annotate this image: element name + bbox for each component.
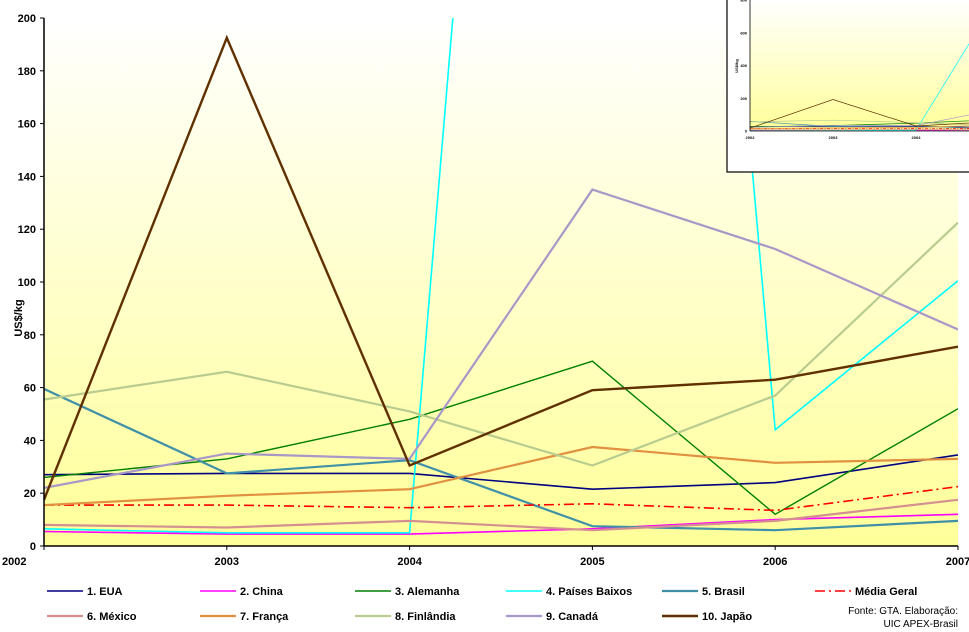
inset-series-line-6	[750, 129, 969, 131]
legend-label-8: 8. Finlândia	[395, 611, 456, 623]
inset-series-line-8	[750, 119, 969, 126]
legend-label-4: 5. Brasil	[702, 586, 745, 598]
inset-series-line-10	[750, 99, 969, 129]
y-tick-label: 120	[18, 224, 36, 236]
legend-label-7: 7. França	[240, 611, 289, 623]
legend-label-3: 4. Países Baixos	[546, 586, 632, 598]
legend-label-5: Média Geral	[855, 586, 917, 598]
x-tick-label: 2002	[2, 556, 26, 568]
series-line-6	[44, 498, 958, 532]
inset-plot-area	[750, 0, 969, 131]
inset-series-line-5	[750, 128, 969, 129]
inset-chart: 0 200 400 600 800 2002 2003 2004 US$/kg	[726, 0, 969, 173]
legend-label-6: 6. México	[87, 611, 137, 623]
inset-ticks: 0 200 400 600 800 2002 2003 2004	[740, 0, 921, 140]
y-tick-label: 180	[18, 66, 36, 78]
x-tick-label: 2003	[215, 556, 239, 568]
y-tick-label: 60	[24, 383, 36, 395]
y-axis-label: US$/kg	[13, 299, 25, 336]
y-tick-label: 100	[18, 277, 36, 289]
series-group	[44, 18, 958, 535]
inset-x-tick-label: 2002	[746, 135, 756, 140]
inset-series-line-0	[750, 126, 969, 128]
inset-series-line-7	[750, 125, 969, 129]
x-tick-label: 2005	[580, 556, 604, 568]
source-line-2: UIC APEX-Brasil	[884, 619, 958, 630]
series-line-5	[44, 485, 958, 512]
series-line-9	[44, 188, 958, 489]
series-line-2	[44, 360, 958, 516]
y-tick-label: 140	[18, 171, 36, 183]
inset-y-tick-label: 400	[740, 63, 747, 68]
legend-label-9: 9. Canadá	[546, 611, 599, 623]
y-tick-label: 200	[18, 13, 36, 25]
x-tick-label: 2004	[397, 556, 422, 568]
y-tick-label: 40	[24, 435, 36, 447]
inset-series-line-9	[750, 114, 969, 128]
inset-y-tick-label: 600	[740, 30, 747, 35]
series-line-10	[44, 34, 958, 501]
series-line-3	[44, 18, 958, 534]
source-line-1: Fonte: GTA. Elaboração:	[848, 606, 958, 617]
inset-series	[750, 43, 969, 131]
inset-y-tick-label: 0	[745, 129, 748, 134]
x-tick-label: 2006	[763, 556, 787, 568]
inset-y-tick-label: 200	[740, 96, 747, 101]
x-tick-label: 2007	[946, 556, 969, 568]
legend-label-1: 2. China	[240, 586, 284, 598]
y-tick-label: 160	[18, 119, 36, 131]
legend: 1. EUA 2. China 3. Alemanha 4. Países Baixo…	[47, 586, 917, 623]
legend-label-10: 10. Japão	[702, 611, 752, 623]
legend-label-0: 1. EUA	[87, 586, 123, 598]
y-tick-label: 0	[30, 541, 36, 553]
series-line-7	[44, 445, 958, 507]
x-ticks: 2002 2003 2004 2005 2006 2007	[2, 546, 969, 568]
inset-x-tick-label: 2004	[912, 135, 922, 140]
inset-x-tick-label: 2003	[829, 135, 839, 140]
y-ticks: 0 20 40 60 80 100 120 140 160 180 200	[18, 13, 44, 553]
y-tick-label: 20	[24, 488, 36, 500]
series-line-0	[44, 454, 958, 491]
legend-label-2: 3. Alemanha	[395, 586, 460, 598]
y-tick-label: 80	[24, 330, 36, 342]
inset-y-tick-label: 800	[740, 0, 747, 3]
inset-y-axis-label: US$/kg	[734, 59, 739, 73]
series-line-8	[44, 221, 958, 467]
series-line-1	[44, 513, 958, 535]
